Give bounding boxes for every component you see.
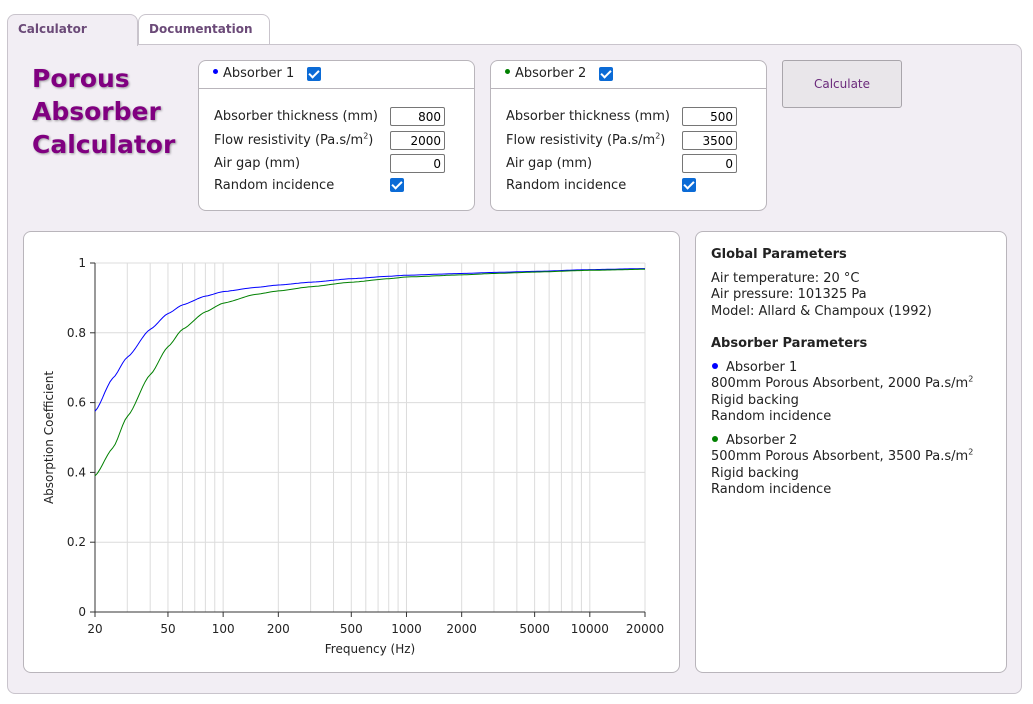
absorber-1-panel: Absorber 1 Absorber thickness (mm) Flow … bbox=[198, 60, 475, 211]
app-title-line-1: Porous bbox=[32, 64, 130, 93]
x-tick-label: 20000 bbox=[626, 622, 664, 636]
series-line-absorber-2 bbox=[94, 268, 645, 477]
flow-resistivity-label: Flow resistivity (Pa.s/m2) bbox=[214, 131, 374, 148]
chart-panel: 0 0.2 0.4 0.6 0.8 1 20 50 100 200 500 1000 2000 5000 1… bbox=[23, 231, 680, 673]
absorber-2-random-checkbox[interactable] bbox=[682, 178, 696, 192]
x-tick-label: 5000 bbox=[519, 622, 550, 636]
info-absorber-1-backing: Rigid backing bbox=[711, 392, 799, 408]
absorber-1-thickness-input[interactable] bbox=[390, 107, 445, 126]
air-gap-label: Air gap (mm) bbox=[506, 156, 593, 171]
app-title-line-3: Calculator bbox=[32, 130, 176, 159]
info-absorber-1-name-text: Absorber 1 bbox=[726, 359, 798, 375]
flow-label-sup: 2 bbox=[363, 131, 369, 141]
x-tick-label: 200 bbox=[267, 622, 290, 636]
absorber-1-random-checkbox[interactable] bbox=[390, 178, 404, 192]
absorber-2-gap-input[interactable] bbox=[682, 154, 737, 173]
flow-resistivity-label: Flow resistivity (Pa.s/m2) bbox=[506, 131, 666, 148]
flow-label-sup: 2 bbox=[655, 131, 661, 141]
x-tick-label: 2000 bbox=[446, 622, 477, 636]
absorber-2-enable-checkbox[interactable] bbox=[599, 67, 613, 81]
info-absorber-1-desc: 800mm Porous Absorbent, 2000 Pa.s/m2 bbox=[711, 374, 1006, 393]
thickness-label: Absorber thickness (mm) bbox=[506, 109, 670, 124]
calculate-button[interactable]: Calculate bbox=[782, 60, 902, 108]
info-absorber-1-desc-sup: 2 bbox=[968, 374, 974, 384]
tab-documentation[interactable]: Documentation bbox=[138, 14, 270, 45]
y-tick-label: 0.8 bbox=[67, 326, 86, 340]
absorber-1-header: Absorber 1 bbox=[199, 61, 474, 89]
x-axis-label: Frequency (Hz) bbox=[325, 642, 416, 656]
random-incidence-label: Random incidence bbox=[506, 178, 627, 193]
series-line-absorber-1 bbox=[94, 268, 645, 412]
y-tick-label: 0.2 bbox=[67, 535, 86, 549]
x-tick-label: 50 bbox=[160, 622, 175, 636]
info-absorber-1-desc-text: 800mm Porous Absorbent, 2000 Pa.s/m bbox=[711, 376, 969, 391]
info-absorber-2-backing: Rigid backing bbox=[711, 465, 799, 481]
absorber-2-thickness-input[interactable] bbox=[682, 107, 737, 126]
y-tick-label: 0.6 bbox=[67, 396, 86, 410]
absorber-1-title: Absorber 1 bbox=[223, 66, 295, 81]
info-absorber-1-incidence: Random incidence bbox=[711, 409, 832, 424]
x-tick-label: 500 bbox=[340, 622, 363, 636]
app-title-line-2: Absorber bbox=[32, 97, 161, 126]
y-axis-label: Absorption Coefficient bbox=[42, 371, 56, 504]
y-tick-label: 0 bbox=[78, 605, 86, 619]
air-pressure-text: Air pressure: 101325 Pa bbox=[711, 287, 867, 302]
air-temperature-text: Air temperature: 20 °C bbox=[711, 270, 860, 286]
info-absorber-1-name: Absorber 1 bbox=[711, 360, 1006, 377]
global-parameters-heading: Global Parameters bbox=[711, 247, 847, 262]
random-incidence-label: Random incidence bbox=[214, 178, 335, 193]
absorber-1-gap-input[interactable] bbox=[390, 154, 445, 173]
info-absorber-2-desc-sup: 2 bbox=[968, 447, 974, 457]
info-absorber-2-name-text: Absorber 2 bbox=[726, 432, 798, 448]
x-tick-label: 10000 bbox=[571, 622, 609, 636]
absorber-1-enable-checkbox[interactable] bbox=[307, 67, 321, 81]
absorber-2-header: Absorber 2 bbox=[491, 61, 766, 89]
info-panel: Global Parameters Air temperature: 20 °C… bbox=[695, 231, 1007, 673]
y-tick-label: 1 bbox=[78, 256, 86, 270]
tab-calculator[interactable]: Calculator bbox=[7, 14, 138, 46]
absorber-parameters-heading: Absorber Parameters bbox=[711, 336, 868, 351]
absorber-2-title: Absorber 2 bbox=[515, 66, 587, 81]
absorption-chart: 0 0.2 0.4 0.6 0.8 1 20 50 100 200 500 1000 2000 5000 1… bbox=[42, 256, 664, 656]
model-text: Model: Allard & Champoux (1992) bbox=[711, 303, 932, 319]
absorber-2-panel: Absorber 2 Absorber thickness (mm) Flow … bbox=[490, 60, 767, 211]
x-tick-label: 1000 bbox=[391, 622, 422, 636]
absorber-2-dot-icon bbox=[712, 436, 718, 442]
app-title: Porous Absorber Calculator bbox=[32, 62, 192, 161]
y-tick-label: 0.4 bbox=[67, 465, 86, 479]
absorber-2-flow-input[interactable] bbox=[682, 131, 737, 150]
info-absorber-2-desc-text: 500mm Porous Absorbent, 3500 Pa.s/m bbox=[711, 449, 969, 464]
flow-label-text: Flow resistivity (Pa.s/m bbox=[214, 133, 364, 148]
absorber-2-dot-icon bbox=[505, 69, 510, 74]
flow-label-text: Flow resistivity (Pa.s/m bbox=[506, 133, 656, 148]
flow-label-close: ) bbox=[368, 133, 374, 148]
info-absorber-2-name: Absorber 2 bbox=[711, 433, 1006, 450]
x-tick-label: 20 bbox=[87, 622, 102, 636]
thickness-label: Absorber thickness (mm) bbox=[214, 109, 378, 124]
info-absorber-2-desc: 500mm Porous Absorbent, 3500 Pa.s/m2 bbox=[711, 447, 1006, 466]
absorber-1-dot-icon bbox=[213, 69, 218, 74]
absorber-1-flow-input[interactable] bbox=[390, 131, 445, 150]
flow-label-close: ) bbox=[660, 133, 666, 148]
info-absorber-2-incidence: Random incidence bbox=[711, 482, 832, 497]
absorber-1-dot-icon bbox=[712, 363, 718, 369]
air-gap-label: Air gap (mm) bbox=[214, 156, 301, 171]
x-tick-label: 100 bbox=[212, 622, 235, 636]
